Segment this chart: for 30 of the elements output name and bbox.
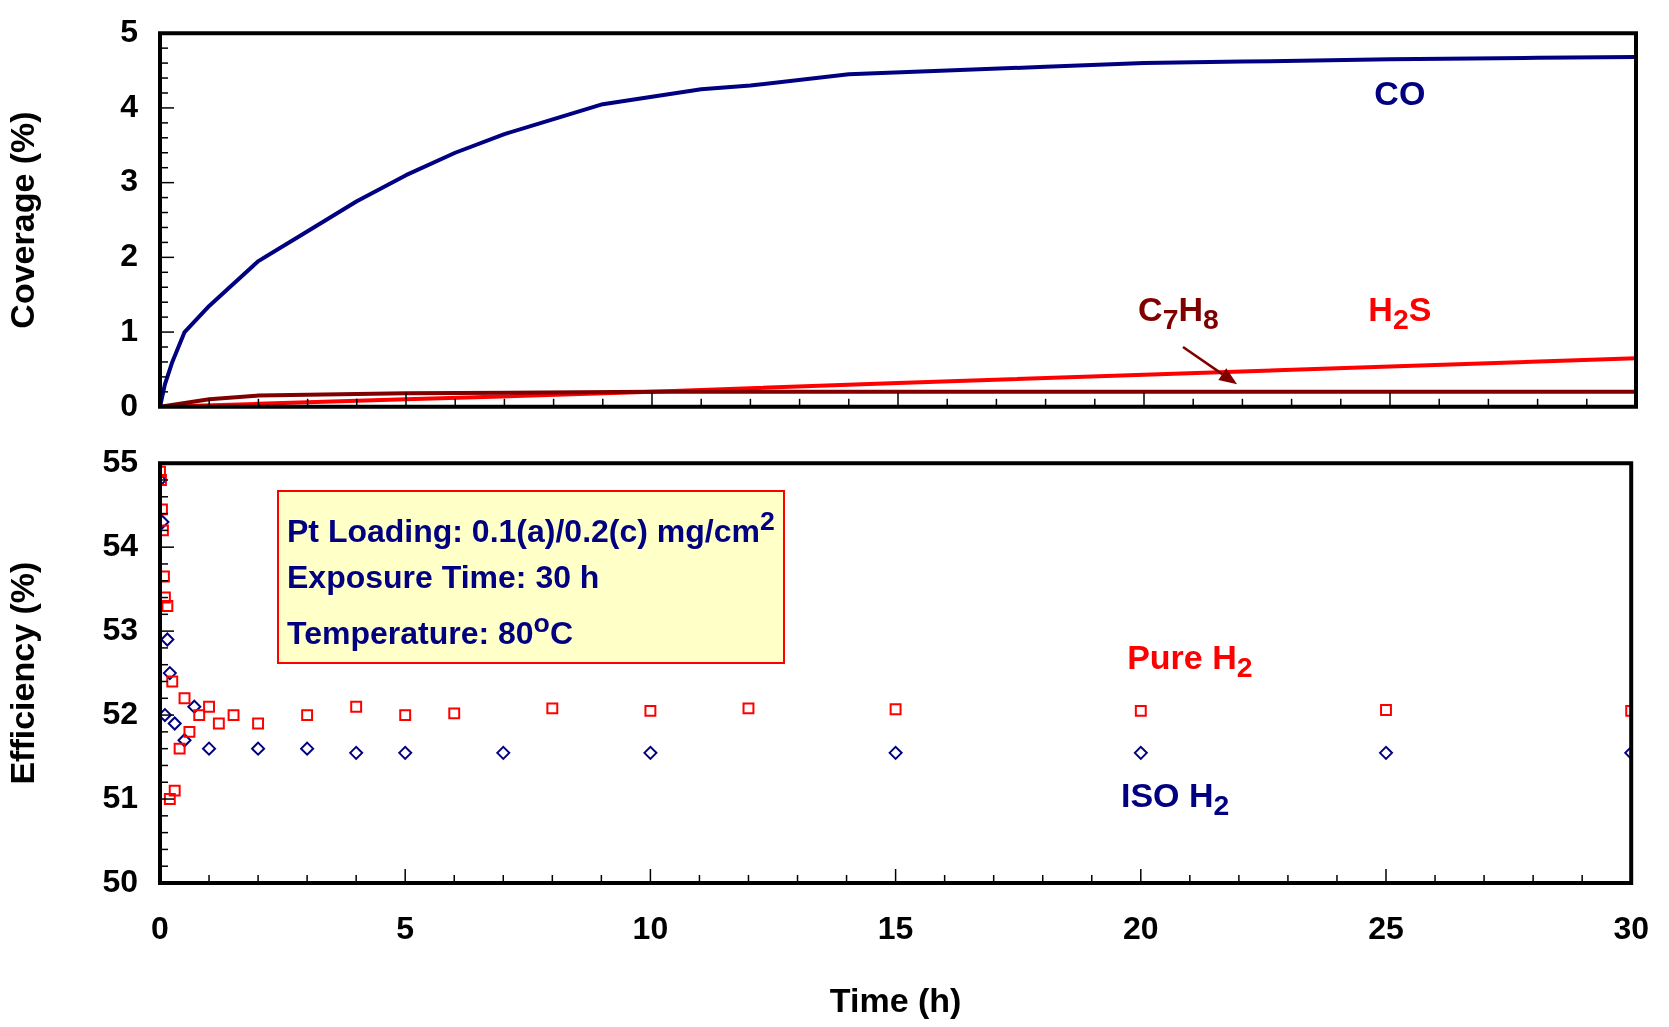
annotation: Temperature: 80$^{o}$C — [287, 606, 574, 653]
y-axis-title: Efficiency (%) — [2, 561, 41, 785]
x-tick-label: 30 — [1613, 910, 1649, 947]
series-label: C$_{7}$H$_{8}$ — [1138, 290, 1219, 337]
y-tick-label: 3 — [120, 162, 138, 199]
series-label: Pure H$_{2}$ — [1127, 637, 1253, 684]
series-label: ISO H$_{2}$ — [1120, 776, 1230, 822]
y-tick-label: 1 — [120, 311, 138, 348]
annotation: Exposure Time: 30 h — [287, 557, 601, 597]
series-label: H$_{2}$S — [1368, 290, 1432, 337]
y-tick-label: 2 — [120, 237, 138, 274]
y-tick-label: 4 — [120, 87, 139, 124]
y-tick-label: 53 — [102, 610, 138, 647]
y-tick-label: 50 — [102, 862, 138, 899]
x-tick-label: 0 — [151, 910, 169, 947]
x-axis-title: Time (h) — [829, 980, 962, 1019]
x-tick-label: 10 — [632, 910, 669, 947]
y-tick-label: 5 — [120, 13, 138, 50]
y-tick-label: 54 — [102, 526, 139, 563]
x-tick-label: 15 — [877, 910, 914, 947]
y-axis-title: Coverage (%) — [2, 111, 41, 329]
series-label: CO — [1374, 73, 1426, 113]
annotation: Pt Loading: 0.1(a)/0.2(c) mg/cm$^{2}$ — [287, 505, 775, 551]
x-tick-label: 5 — [396, 910, 415, 947]
x-tick-label: 25 — [1368, 910, 1404, 947]
x-tick-label: 20 — [1123, 910, 1159, 947]
y-tick-label: 51 — [102, 778, 138, 815]
y-tick-label: 0 — [120, 386, 138, 423]
y-tick-label: 52 — [102, 694, 138, 731]
y-tick-label: 55 — [102, 443, 138, 480]
